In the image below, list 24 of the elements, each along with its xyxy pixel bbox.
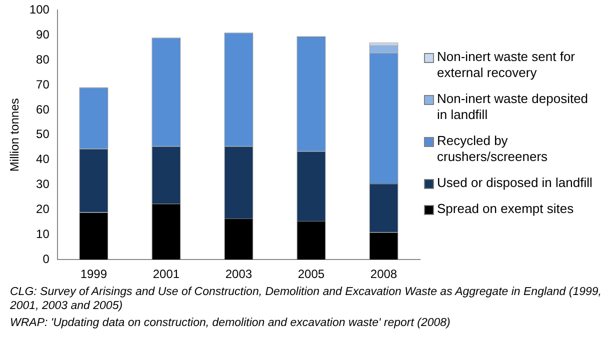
legend-label: Recycled by crushers/screeners [437, 132, 549, 164]
y-tick-label: 50 [36, 127, 50, 142]
y-tick-label: 100 [29, 2, 50, 17]
y-tick-label: 10 [36, 226, 50, 241]
legend-label: Non-inert waste sent for external recovery [437, 48, 576, 80]
y-tick-label: 90 [36, 27, 50, 42]
y-tick-label: 0 [42, 252, 50, 266]
y-tick-label: 60 [36, 102, 50, 116]
y-tick-label: 80 [36, 52, 50, 66]
y-tick-label: 70 [36, 77, 50, 92]
text: WRAP: 'Updating data on construction, demolition and excavation waste' report (2008) [10, 316, 452, 330]
x-tick-label: 2008 [370, 267, 398, 282]
x-tick-label: 1999 [80, 267, 108, 282]
legend-label: Spread on exempt sites [437, 200, 574, 216]
y-axis-title: Million tonnes [8, 98, 22, 172]
x-tick-label: 2005 [298, 267, 325, 282]
y-tick-label: 40 [36, 152, 50, 166]
legend-label: Used or disposed in landfill [437, 174, 592, 190]
x-tick-label: 2003 [225, 267, 252, 282]
legend-label: Non-inert waste deposited in landfill [437, 90, 590, 122]
x-tick-label: 2001 [152, 267, 180, 282]
y-tick-label: 20 [36, 202, 50, 216]
text: CLG: Survey of Arisings and Use of Construction, Demolition and Excavation Waste as Aggregate in England (1999, 2001, 2003 and 2005) [10, 285, 602, 313]
y-tick-label: 30 [36, 177, 50, 192]
